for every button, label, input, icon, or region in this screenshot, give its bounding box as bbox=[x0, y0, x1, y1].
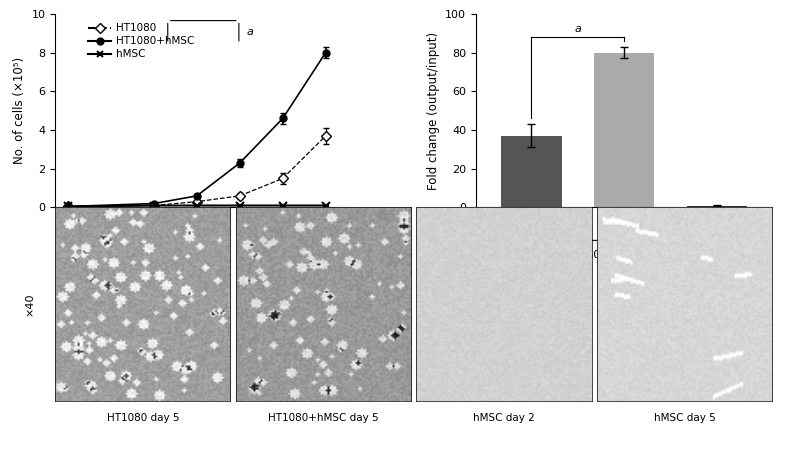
Text: ×40: ×40 bbox=[24, 293, 34, 316]
Text: hMSC day 5: hMSC day 5 bbox=[654, 413, 716, 423]
Bar bbox=[686, 206, 747, 207]
Bar bbox=[501, 136, 562, 207]
Text: a: a bbox=[574, 24, 582, 34]
Text: HT1080 day 5: HT1080 day 5 bbox=[106, 413, 179, 423]
X-axis label: Day: Day bbox=[191, 233, 215, 246]
Bar bbox=[594, 53, 654, 207]
Y-axis label: No. of cells (×10⁵): No. of cells (×10⁵) bbox=[13, 57, 26, 164]
Text: hMSC day 2: hMSC day 2 bbox=[473, 413, 535, 423]
Text: HT1080: HT1080 bbox=[558, 250, 601, 260]
Legend: HT1080, HT1080+hMSC, hMSC: HT1080, HT1080+hMSC, hMSC bbox=[84, 19, 199, 64]
Text: a: a bbox=[247, 27, 253, 37]
Y-axis label: Fold change (output/input): Fold change (output/input) bbox=[426, 31, 440, 190]
Text: HT1080+hMSC day 5: HT1080+hMSC day 5 bbox=[268, 413, 379, 423]
Text: A: A bbox=[348, 233, 356, 243]
